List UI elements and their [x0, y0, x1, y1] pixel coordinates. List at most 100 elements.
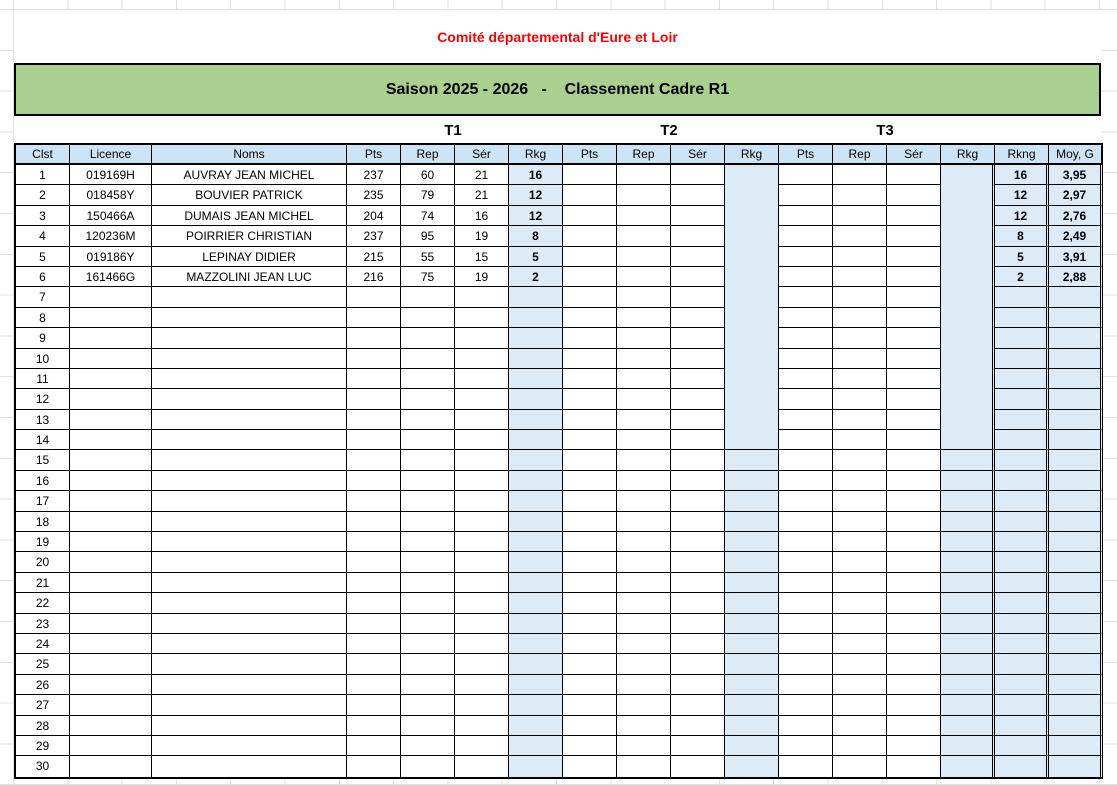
table-cell[interactable]: 19	[455, 266, 509, 288]
table-cell[interactable]	[509, 389, 563, 410]
table-cell[interactable]	[509, 532, 563, 553]
table-cell[interactable]	[563, 368, 617, 390]
table-cell[interactable]	[941, 328, 995, 349]
table-cell[interactable]	[887, 674, 941, 696]
table-cell[interactable]	[401, 654, 455, 675]
table-cell[interactable]	[563, 409, 617, 431]
table-cell[interactable]: 2,97	[1049, 185, 1103, 206]
table-cell[interactable]	[617, 593, 671, 614]
table-cell[interactable]	[509, 511, 563, 533]
table-cell[interactable]: 5	[509, 246, 563, 267]
table-cell[interactable]	[995, 613, 1049, 634]
table-cell[interactable]	[401, 430, 455, 451]
table-cell[interactable]	[347, 491, 401, 512]
table-cell[interactable]	[455, 695, 509, 716]
table-cell[interactable]	[833, 307, 887, 329]
table-cell[interactable]	[779, 226, 833, 247]
table-cell[interactable]	[725, 165, 779, 186]
table-cell[interactable]	[671, 409, 725, 431]
table-cell[interactable]	[887, 266, 941, 288]
row-number-cell[interactable]: 15	[16, 450, 70, 471]
table-cell[interactable]	[779, 491, 833, 512]
table-cell[interactable]	[152, 674, 347, 696]
table-cell[interactable]: 237	[347, 226, 401, 247]
table-cell[interactable]	[887, 348, 941, 369]
table-cell[interactable]	[725, 654, 779, 675]
table-cell[interactable]	[152, 307, 347, 329]
table-cell[interactable]	[70, 511, 152, 533]
table-cell[interactable]	[617, 246, 671, 267]
table-cell[interactable]	[617, 613, 671, 634]
table-cell[interactable]	[941, 165, 995, 186]
table-cell[interactable]	[833, 226, 887, 247]
table-cell[interactable]: 75	[401, 266, 455, 288]
table-cell[interactable]	[455, 470, 509, 492]
table-cell[interactable]	[887, 470, 941, 492]
row-number-cell[interactable]: 28	[16, 715, 70, 736]
table-cell[interactable]	[779, 532, 833, 553]
table-cell[interactable]	[152, 409, 347, 431]
table-cell[interactable]	[725, 613, 779, 634]
table-cell[interactable]	[833, 368, 887, 390]
table-cell[interactable]	[509, 450, 563, 471]
table-cell[interactable]	[455, 613, 509, 634]
table-cell[interactable]	[401, 735, 455, 757]
table-cell[interactable]	[671, 368, 725, 390]
table-cell[interactable]	[995, 674, 1049, 696]
table-cell[interactable]	[70, 430, 152, 451]
table-cell[interactable]	[617, 307, 671, 329]
table-cell[interactable]	[941, 695, 995, 716]
table-cell[interactable]	[725, 205, 779, 227]
column-header-rkg[interactable]: Rkg	[509, 145, 563, 165]
table-cell[interactable]	[401, 491, 455, 512]
table-cell[interactable]	[671, 307, 725, 329]
table-cell[interactable]	[617, 266, 671, 288]
table-cell[interactable]	[887, 226, 941, 247]
table-cell[interactable]	[779, 735, 833, 757]
table-cell[interactable]	[455, 715, 509, 736]
table-cell[interactable]	[887, 715, 941, 736]
row-number-cell[interactable]: 5	[16, 246, 70, 267]
table-cell[interactable]: 95	[401, 226, 455, 247]
table-cell[interactable]	[152, 613, 347, 634]
table-cell[interactable]	[779, 368, 833, 390]
table-cell[interactable]	[509, 348, 563, 369]
table-cell[interactable]	[563, 552, 617, 573]
row-number-cell[interactable]: 17	[16, 491, 70, 512]
table-cell[interactable]	[455, 654, 509, 675]
table-cell[interactable]	[671, 226, 725, 247]
table-cell[interactable]: DUMAIS JEAN MICHEL	[152, 205, 347, 227]
table-cell[interactable]	[401, 552, 455, 573]
column-header-s-r[interactable]: Sér	[455, 145, 509, 165]
table-cell[interactable]	[347, 511, 401, 533]
table-cell[interactable]	[671, 695, 725, 716]
table-cell[interactable]: 161466G	[70, 266, 152, 288]
table-cell[interactable]	[563, 633, 617, 655]
table-cell[interactable]: POIRRIER CHRISTIAN	[152, 226, 347, 247]
table-cell[interactable]	[941, 226, 995, 247]
column-header-pts[interactable]: Pts	[563, 145, 617, 165]
table-cell[interactable]	[617, 287, 671, 308]
row-number-cell[interactable]: 4	[16, 226, 70, 247]
table-cell[interactable]	[779, 165, 833, 186]
table-cell[interactable]	[725, 572, 779, 594]
table-cell[interactable]: 2	[509, 266, 563, 288]
table-cell[interactable]	[671, 430, 725, 451]
table-cell[interactable]: 2,76	[1049, 205, 1103, 227]
table-cell[interactable]	[887, 165, 941, 186]
table-cell[interactable]	[401, 674, 455, 696]
table-cell[interactable]	[887, 409, 941, 431]
table-cell[interactable]	[347, 593, 401, 614]
table-cell[interactable]: 19	[455, 226, 509, 247]
table-cell[interactable]	[671, 613, 725, 634]
table-cell[interactable]	[941, 368, 995, 390]
table-cell[interactable]: 21	[455, 185, 509, 206]
table-cell[interactable]	[779, 409, 833, 431]
table-cell[interactable]	[152, 572, 347, 594]
table-cell[interactable]	[617, 572, 671, 594]
table-cell[interactable]	[887, 185, 941, 206]
table-cell[interactable]	[152, 715, 347, 736]
table-cell[interactable]	[347, 532, 401, 553]
table-cell[interactable]	[725, 633, 779, 655]
table-cell[interactable]: LEPINAY DIDIER	[152, 246, 347, 267]
